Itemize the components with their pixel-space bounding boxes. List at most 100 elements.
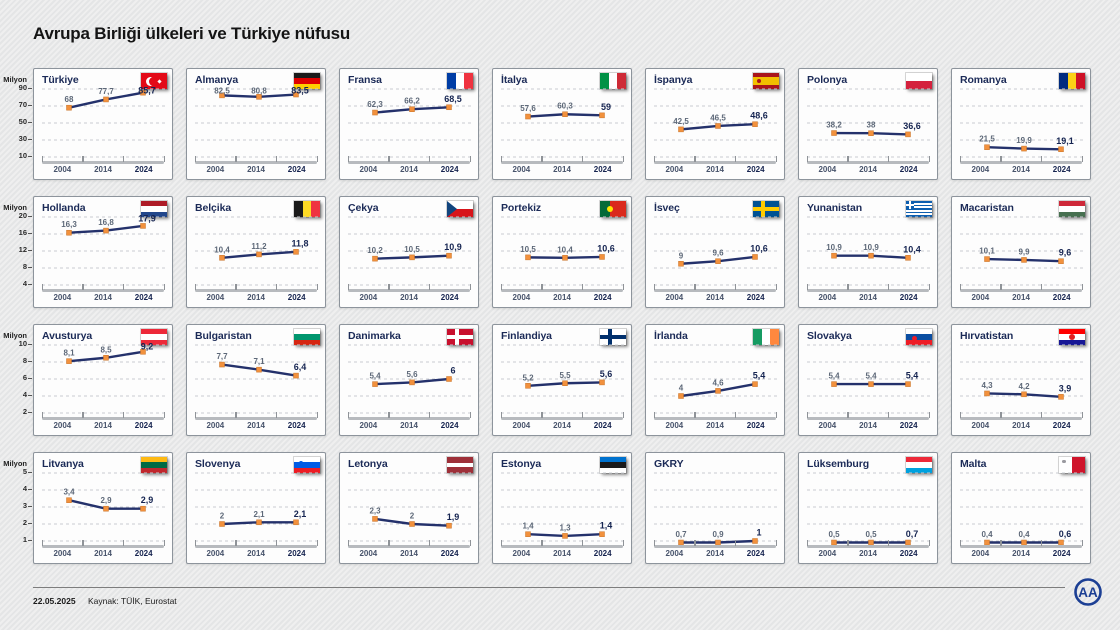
chart-plot: 5,4 5,6 6 (348, 344, 472, 414)
x-axis-labels: 2004 2014 2024 (195, 165, 317, 174)
x-axis-label: 2024 (746, 421, 765, 430)
country-name: Türkiye (42, 74, 79, 86)
x-axis-tick (653, 284, 655, 290)
x-axis-bar (501, 161, 623, 164)
x-axis-tick (581, 412, 584, 418)
x-axis-tick (1081, 412, 1083, 418)
card-header: Litvanya (42, 456, 168, 475)
chart-plot: 5,2 5,5 5,6 (501, 344, 625, 414)
value-label: 10,4 (214, 245, 230, 254)
chart-plot: 10,9 10,9 10,4 (807, 216, 931, 286)
x-axis-label: 2014 (859, 421, 877, 430)
x-axis-bar (807, 289, 929, 292)
x-axis-bar (42, 545, 164, 548)
x-axis-label: 2024 (899, 165, 918, 174)
x-axis-labels: 2004 2014 2024 (501, 293, 623, 302)
chart-plot: 3,4 2,9 2,9 (42, 472, 166, 542)
value-label: 2,3 (369, 506, 381, 515)
card-header: Polonya (807, 72, 933, 91)
x-axis-tick (347, 284, 349, 290)
data-point (678, 126, 684, 133)
x-axis-labels: 2004 2014 2024 (42, 549, 164, 558)
chart-row: Milyon 5 4 3 2 1 Litvanya 3,4 2,9 2,9 2004 2014 2024… (3, 452, 1091, 564)
x-axis-label: 2024 (593, 165, 612, 174)
x-axis-label: 2004 (818, 165, 837, 174)
data-point (293, 372, 299, 379)
x-axis-tick (82, 156, 84, 162)
x-axis-bar (348, 545, 470, 548)
value-label: 4,6 (712, 378, 724, 387)
card-header: Danimarka (348, 328, 474, 347)
x-axis-label: 2024 (440, 165, 459, 174)
y-axis-tick-label: 30 (18, 134, 27, 143)
value-label: 9,6 (712, 249, 724, 258)
data-point (372, 109, 378, 116)
x-axis-label: 2024 (134, 293, 153, 302)
data-point (562, 380, 568, 386)
x-axis-label: 2004 (512, 549, 531, 558)
x-axis-tick (928, 156, 930, 162)
value-label: 5,4 (369, 372, 381, 381)
value-label: 8,1 (63, 349, 75, 358)
value-label: 10,9 (444, 242, 462, 252)
flag-stripe (1059, 329, 1085, 335)
x-axis: 2004 2014 2024 (347, 156, 471, 175)
x-axis-tick (734, 156, 737, 162)
x-axis-label: 2024 (593, 421, 612, 430)
flag-stripe (141, 457, 167, 463)
x-axis-label: 2004 (512, 293, 531, 302)
card-header: Slovakya (807, 328, 933, 347)
value-label: 38,2 (826, 121, 842, 130)
x-axis-label: 2024 (287, 421, 306, 430)
x-axis-label: 2004 (665, 421, 684, 430)
svg-text:AA: AA (1078, 585, 1098, 600)
value-label: 10,9 (826, 243, 842, 252)
x-axis-label: 2024 (287, 165, 306, 174)
card-header: Macaristan (960, 200, 1086, 219)
flag-stripe (906, 213, 932, 216)
x-axis-label: 2004 (818, 549, 837, 558)
data-point (372, 255, 378, 262)
value-label: 2 (220, 512, 225, 521)
chart-plot: 57,6 60,3 59 (501, 88, 625, 158)
y-axis-tick-label: 5 (22, 467, 27, 476)
x-axis-label: 2004 (206, 421, 225, 430)
x-axis-tick (806, 284, 808, 290)
chart-card: Almanya 82,5 80,8 83,5 2004 2014 2024 (186, 68, 326, 180)
x-axis-tick (347, 156, 349, 162)
country-name: Finlandiya (501, 330, 552, 342)
chart-card: Polonya 38,2 38 36,6 2004 2014 2024 (798, 68, 938, 180)
chart-card: Danimarka 5,4 5,6 6 2004 2014 2024 (339, 324, 479, 436)
data-point (525, 531, 531, 537)
x-axis-tick (541, 412, 543, 418)
flag-stripe (753, 329, 762, 345)
data-point (219, 92, 225, 99)
x-axis: 2004 2014 2024 (653, 412, 777, 431)
x-axis-bar (501, 289, 623, 292)
x-axis-label: 2024 (134, 165, 153, 174)
x-axis-bar (654, 417, 776, 420)
flag-stripe (294, 329, 320, 335)
country-name: Çekya (348, 202, 379, 214)
lu-flag-icon (905, 456, 933, 474)
x-axis-tick (1040, 412, 1043, 418)
x-axis-tick (275, 156, 278, 162)
y-axis-tick-mark (28, 139, 32, 140)
flag-emblem (607, 206, 614, 212)
data-point (140, 89, 146, 96)
card-header: Belçika (195, 200, 321, 219)
x-axis-tick (806, 540, 808, 546)
flag-cross (600, 335, 626, 339)
x-axis-label: 2024 (899, 293, 918, 302)
x-axis-tick (428, 284, 431, 290)
x-axis: 2004 2014 2024 (806, 540, 930, 559)
x-axis-tick (316, 284, 318, 290)
x-axis-label: 2004 (359, 421, 378, 430)
chart-plot: 16,3 16,8 17,9 (42, 214, 166, 286)
x-axis-label: 2014 (400, 421, 418, 430)
flag-stripe (141, 206, 167, 212)
x-axis-label: 2014 (94, 165, 112, 174)
chart-card: Slovenya 2 2,1 2,1 2004 2014 2024 (186, 452, 326, 564)
fr-flag-icon (446, 72, 474, 90)
data-point (256, 519, 262, 526)
